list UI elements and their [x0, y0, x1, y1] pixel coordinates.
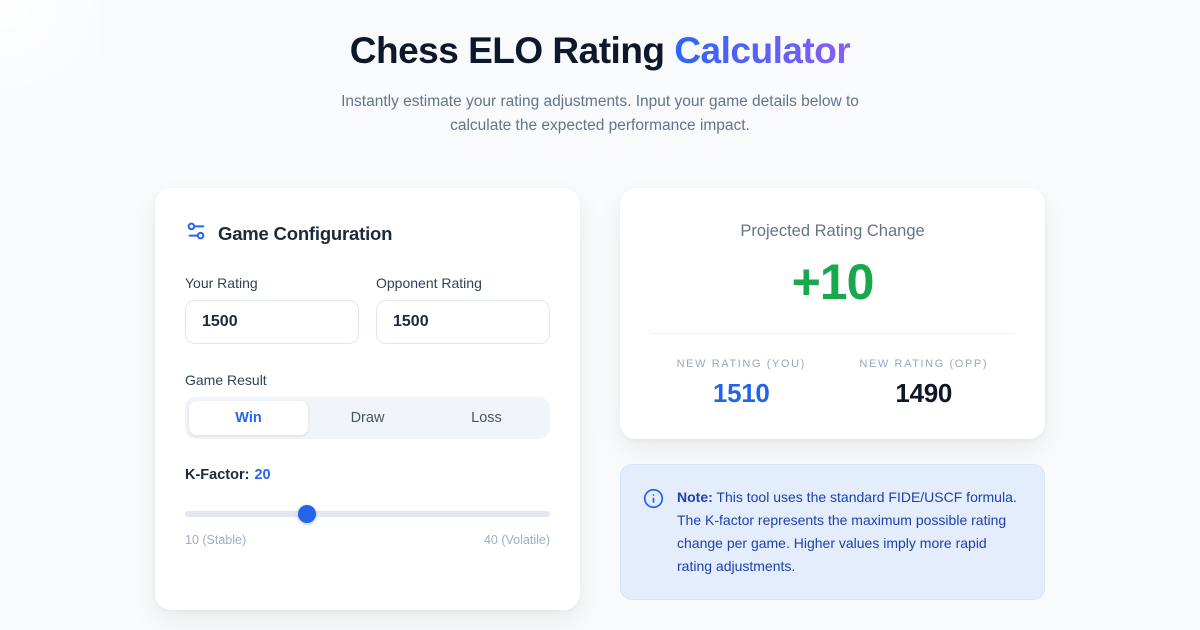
page-title: Chess ELO Rating Calculator — [0, 30, 1200, 72]
new-rating-opp-value: 1490 — [895, 378, 953, 409]
k-factor-slider[interactable] — [185, 505, 550, 524]
game-result-section: Game Result Win Draw Loss — [185, 372, 550, 440]
result-divider — [650, 333, 1015, 335]
page-title-accent: Calculator — [674, 30, 851, 71]
new-rating-you: NEW RATING (YOU) 1510 — [650, 358, 833, 409]
your-rating-label: Your Rating — [185, 275, 258, 292]
new-rating-opp: NEW RATING (OPP) 1490 — [833, 358, 1016, 409]
game-result-draw-button[interactable]: Draw — [308, 401, 427, 435]
new-ratings: NEW RATING (YOU) 1510 NEW RATING (OPP) 1… — [650, 358, 1015, 409]
k-factor-label: K-Factor: 20 — [185, 467, 550, 483]
k-factor-slider-track[interactable] — [185, 511, 550, 518]
opponent-rating-label: Opponent Rating — [376, 275, 482, 292]
result-card-title: Projected Rating Change — [740, 222, 925, 241]
rating-fields: Your Rating Opponent Rating — [185, 275, 550, 345]
k-factor-max-label: 40 (Volatile) — [483, 533, 550, 548]
main-content: Game Configuration Your Rating Opponent … — [155, 188, 1045, 611]
config-card-header: Game Configuration — [185, 220, 550, 247]
your-rating-group: Your Rating — [185, 275, 359, 345]
config-card-title: Game Configuration — [218, 222, 393, 244]
new-rating-opp-label: NEW RATING (OPP) — [859, 358, 989, 371]
sliders-icon — [185, 220, 207, 247]
new-rating-you-label: NEW RATING (YOU) — [676, 358, 806, 371]
k-factor-scale: 10 (Stable) 40 (Volatile) — [185, 533, 550, 547]
your-rating-input[interactable] — [185, 300, 359, 345]
k-factor-min-label: 10 (Stable) — [185, 533, 247, 548]
k-factor-value: 20 — [254, 467, 271, 484]
opponent-rating-group: Opponent Rating — [376, 275, 550, 345]
game-configuration-card: Game Configuration Your Rating Opponent … — [155, 188, 580, 611]
k-factor-section: K-Factor: 20 10 (Stable) 40 (Volatile) — [185, 467, 550, 547]
rating-change-value: +10 — [791, 254, 875, 311]
projected-rating-card: Projected Rating Change +10 NEW RATING (… — [620, 188, 1045, 440]
opponent-rating-input[interactable] — [376, 300, 550, 345]
note-body: This tool uses the standard FIDE/USCF fo… — [677, 489, 1017, 574]
game-result-label: Game Result — [185, 372, 267, 389]
info-icon — [643, 486, 664, 514]
k-factor-label-text: K-Factor: — [185, 467, 250, 484]
game-result-segmented-control: Win Draw Loss — [185, 397, 550, 440]
k-factor-thumb[interactable] — [297, 505, 316, 524]
game-result-win-button[interactable]: Win — [189, 401, 308, 436]
page-title-main: Chess ELO Rating — [349, 30, 675, 71]
page-header: Chess ELO Rating Calculator Instantly es… — [0, 0, 1200, 138]
results-column: Projected Rating Change +10 NEW RATING (… — [620, 188, 1045, 600]
note-label: Note: — [677, 489, 713, 506]
game-result-loss-button[interactable]: Loss — [427, 401, 546, 435]
note-box: Note: This tool uses the standard FIDE/U… — [620, 464, 1045, 600]
note-text: Note: This tool uses the standard FIDE/U… — [677, 486, 1022, 578]
new-rating-you-value: 1510 — [712, 378, 770, 409]
page-subtitle: Instantly estimate your rating adjustmen… — [341, 93, 859, 135]
